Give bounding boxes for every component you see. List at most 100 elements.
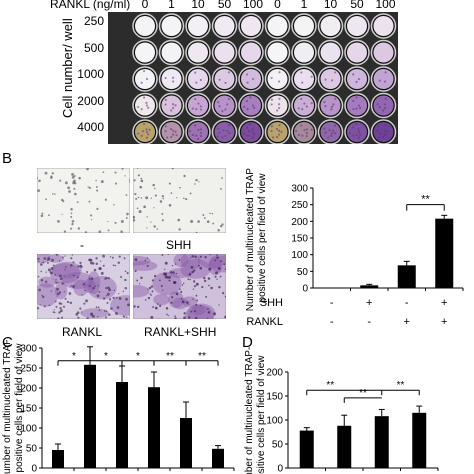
cell-dot — [224, 315, 226, 319]
cell-dot — [189, 278, 191, 281]
cell-dot — [54, 274, 57, 276]
cell-dot — [203, 217, 206, 219]
cell-dot — [102, 171, 105, 174]
well — [373, 42, 394, 63]
cell-dot — [198, 181, 200, 183]
well — [320, 95, 341, 116]
cell-dot — [37, 257, 40, 261]
stain-dot — [164, 76, 167, 80]
cell-dot — [216, 256, 219, 259]
cell-dot — [105, 310, 108, 312]
image-label-rankl: RANKL — [62, 325, 103, 339]
stain-dot — [384, 124, 387, 127]
cell-dot — [88, 200, 91, 203]
cell-dot — [37, 189, 41, 193]
stain-dot — [277, 103, 281, 106]
cell-dot — [195, 303, 198, 306]
cell-dot — [152, 306, 154, 308]
rankl-dose-0: 0 — [141, 0, 149, 11]
cell-dot — [197, 220, 200, 223]
sig-label: ** — [397, 380, 405, 391]
cell-dot — [59, 309, 63, 313]
cell-dot — [70, 215, 73, 218]
stain-dot — [147, 133, 150, 136]
well — [267, 16, 288, 36]
stain-dot — [352, 73, 355, 76]
cell-dot — [120, 230, 123, 233]
cell-dot — [56, 292, 60, 296]
cell-dot — [49, 271, 52, 274]
cell-dot — [161, 219, 164, 222]
cell-dot — [37, 307, 40, 310]
stain-dot — [310, 128, 313, 131]
cell-dot — [210, 286, 213, 290]
cell-dot — [55, 254, 59, 256]
cell-dot — [207, 311, 211, 314]
stain-dot — [377, 136, 381, 139]
well — [347, 69, 367, 89]
cell-dot — [135, 197, 138, 200]
stain-dot — [243, 132, 246, 135]
cell-dot — [222, 292, 225, 295]
cell-dot — [171, 264, 174, 267]
well — [373, 16, 394, 36]
well — [188, 122, 208, 142]
cell-dot — [118, 297, 122, 300]
cell-dot — [208, 284, 210, 287]
cell-dot — [217, 229, 220, 232]
cell-dot — [144, 259, 146, 262]
stain-dot — [169, 127, 173, 131]
stain-dot — [172, 80, 175, 83]
bar — [52, 450, 64, 468]
cell-dot — [140, 276, 143, 280]
cell-dot — [52, 264, 55, 267]
well — [135, 122, 155, 142]
stain-dot — [246, 81, 249, 84]
cell-dot — [61, 256, 64, 259]
y-tick-label: 200 — [291, 217, 308, 228]
bar — [299, 430, 314, 468]
cell-dot — [52, 193, 54, 195]
cell-dot — [200, 304, 202, 307]
cell-dot — [88, 285, 91, 288]
y-tick-label: 200 — [20, 384, 37, 395]
cell-dot — [149, 293, 152, 295]
cell-dot — [179, 186, 181, 189]
cell-dot — [45, 280, 48, 283]
cell-dot — [82, 283, 86, 286]
micrograph-frame — [37, 168, 130, 233]
cell-dot — [183, 174, 186, 178]
cell-dot — [114, 171, 117, 174]
rankl-dose-4: 100 — [243, 0, 264, 11]
well — [241, 122, 261, 142]
cell-dot — [195, 294, 198, 297]
cell-dot — [179, 288, 181, 291]
stain-dot — [145, 128, 148, 131]
stain-dot — [251, 104, 255, 107]
stain-dot — [195, 134, 198, 137]
well — [267, 42, 288, 63]
cell-dot — [153, 225, 156, 228]
stain-dot — [328, 129, 331, 132]
stain-dot — [357, 77, 361, 81]
cell-dot — [188, 272, 192, 276]
cell-dot — [176, 197, 178, 199]
rankl-dose-2: 10 — [191, 0, 205, 11]
cell-dot — [223, 263, 226, 266]
stain-dot — [276, 109, 279, 112]
cell-dot — [204, 279, 207, 283]
well — [161, 122, 182, 142]
cell-dot — [58, 260, 61, 262]
cell-dot — [113, 289, 115, 291]
y-tick-label: 0 — [302, 284, 308, 295]
cell-dot — [156, 303, 159, 305]
cell-dot — [55, 305, 58, 308]
cell-dot — [95, 179, 97, 182]
cell-dot — [100, 271, 104, 275]
stain-dot — [224, 81, 227, 84]
cell-dot — [123, 257, 126, 260]
stain-dot — [301, 134, 304, 137]
cell-dot — [193, 285, 197, 288]
cell-dot — [217, 267, 221, 271]
